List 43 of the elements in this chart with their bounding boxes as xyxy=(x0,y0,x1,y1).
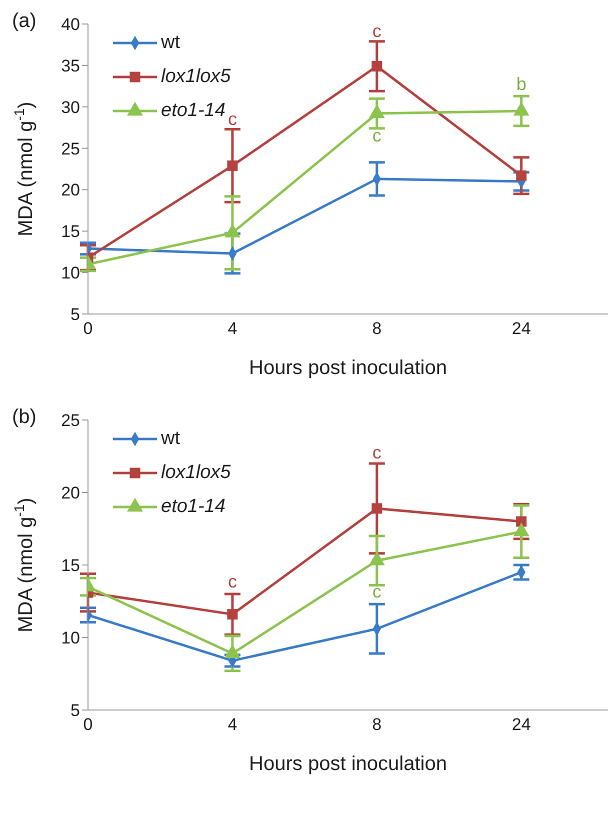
chart-title: (a) xyxy=(12,10,36,33)
y-tick-label: 40 xyxy=(61,15,80,34)
point xyxy=(227,609,238,620)
legend-label: wt xyxy=(161,427,180,451)
point xyxy=(372,503,382,514)
y-tick-label: 5 xyxy=(70,305,80,324)
x-tick-label: 8 xyxy=(372,715,382,734)
legend-label: eto1-14 xyxy=(161,495,226,519)
y-tick-label: 35 xyxy=(61,56,80,76)
x-tick-label: 24 xyxy=(512,715,531,734)
y-tick-label: 10 xyxy=(61,264,80,283)
annotation: c xyxy=(372,581,382,602)
x-tick-label: 4 xyxy=(228,319,238,338)
annotation: c xyxy=(372,125,382,146)
y-tick-label: 15 xyxy=(61,222,80,242)
point xyxy=(372,61,382,72)
x-tick-label: 24 xyxy=(512,319,531,338)
legend-label: lox1lox5 xyxy=(161,461,231,485)
chart-title: (b) xyxy=(12,406,36,429)
point xyxy=(227,160,238,171)
annotation: c xyxy=(372,21,382,42)
legend-label: eto1-14 xyxy=(161,99,226,123)
y-tick-label: 20 xyxy=(61,484,80,503)
annotation: c xyxy=(228,571,237,592)
annotation: c xyxy=(372,442,382,462)
y-tick-label: 25 xyxy=(61,411,80,430)
x-tick-label: 0 xyxy=(83,319,93,338)
y-tick-label: 5 xyxy=(70,701,80,720)
x-tick-label: 0 xyxy=(83,715,93,734)
legend-label: lox1lox5 xyxy=(161,65,231,89)
x-axis-title: Hours post inoculation xyxy=(249,753,447,775)
x-tick-label: 8 xyxy=(372,319,382,338)
x-tick-label: 4 xyxy=(228,715,238,734)
y-tick-label: 20 xyxy=(61,180,80,200)
y-tick-label: 10 xyxy=(61,628,80,648)
y-tick-label: 30 xyxy=(61,98,80,117)
y-tick-label: 15 xyxy=(61,556,80,576)
y-tick-label: 25 xyxy=(61,139,80,158)
x-axis-title: Hours post inoculation xyxy=(249,357,447,379)
annotation: c xyxy=(228,108,237,129)
annotation: b xyxy=(516,74,526,94)
point xyxy=(516,170,527,181)
legend-label: wt xyxy=(161,31,180,55)
